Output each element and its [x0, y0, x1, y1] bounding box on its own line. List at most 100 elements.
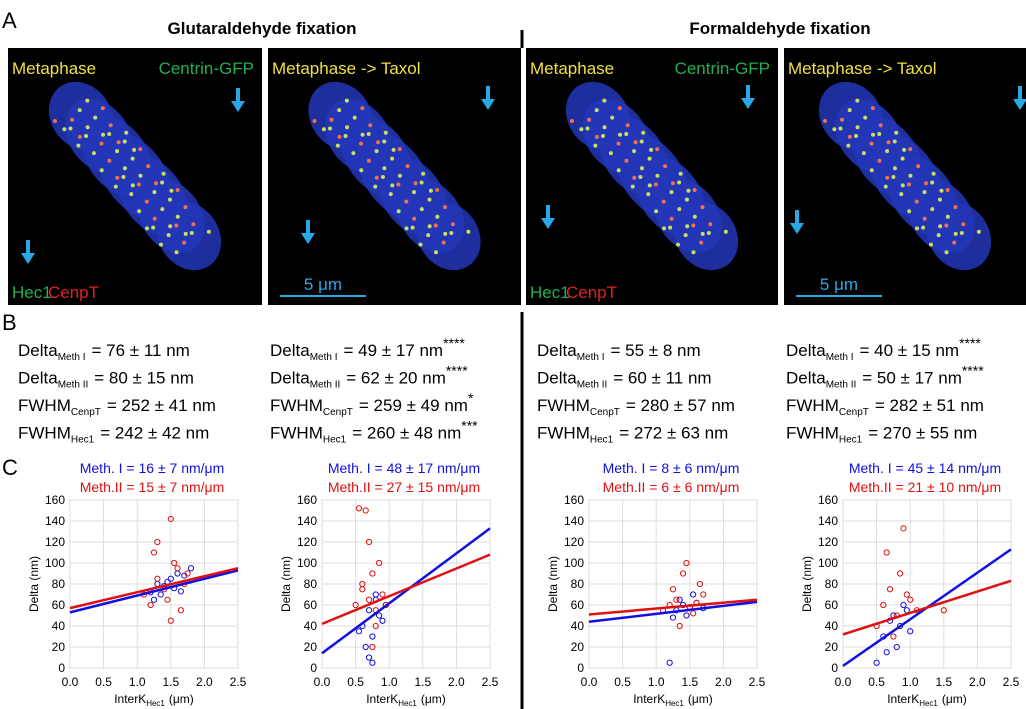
kinetochore-dot: [886, 140, 891, 145]
x-tick-label: 1.0: [648, 675, 665, 689]
stat-line: DeltaMeth II = 60 ± 11 nm: [537, 369, 712, 391]
kinetochore-dot: [368, 123, 373, 128]
kinetochore-dot: [450, 222, 455, 227]
micrograph: [784, 48, 1026, 305]
point: [907, 596, 914, 603]
y-tick-label: 100: [564, 556, 584, 570]
kinetochore-dot: [668, 225, 673, 230]
kinetochore-dot: [654, 209, 659, 214]
kinetochore-dot: [877, 132, 882, 137]
kinetochore-dot: [404, 226, 409, 231]
arrow-head: [481, 99, 495, 110]
stat-subscript: Meth II: [58, 380, 89, 391]
stat-subscript: CenpT: [590, 407, 620, 418]
series-label: Meth.II = 15 ± 7 nm/μm: [80, 479, 225, 495]
kinetochore-dot: [107, 132, 112, 137]
fit-line: [588, 598, 758, 616]
x-tick-label: 1.5: [414, 675, 431, 689]
stat-subscript: CenpT: [323, 407, 353, 418]
image-label: Centrin-GFP: [159, 59, 254, 78]
y-tick-label: 0: [831, 661, 838, 675]
point: [666, 659, 673, 666]
stat-subscript: Hec1: [590, 435, 614, 446]
y-tick-label: 0: [577, 661, 584, 675]
column-heading: Glutaraldehyde fixation: [168, 19, 357, 38]
point: [355, 628, 363, 635]
image-label: CenpT: [48, 283, 99, 302]
kinetochore-dot: [647, 156, 652, 161]
kinetochore-dot: [53, 119, 57, 123]
kinetochore-dot: [699, 240, 704, 245]
kinetochore-dot: [594, 108, 599, 113]
stat-value: = 60 ± 11 nm: [613, 369, 711, 388]
kinetochore-dot: [151, 225, 156, 230]
kinetochore-dot: [976, 229, 981, 234]
kinetochore-dot: [391, 147, 396, 152]
kinetochore-dot: [435, 188, 440, 193]
kinetochore-dot: [412, 216, 417, 221]
stat-value: = 76 ± 11 nm: [91, 341, 189, 360]
kinetochore-dot: [174, 223, 179, 228]
fit-line: [321, 553, 491, 626]
y-tick-label: 20: [304, 640, 318, 654]
y-tick-label: 100: [297, 556, 317, 570]
kinetochore-dot: [632, 149, 637, 154]
stat-line: FWHMCenpT = 282 ± 51 nm: [786, 396, 984, 418]
kinetochore-dot: [136, 182, 141, 187]
kinetochore-dot: [99, 168, 104, 173]
kinetochore-dot: [855, 125, 860, 130]
kinetochore-dot: [405, 164, 410, 169]
x-tick-label: 2.0: [196, 675, 213, 689]
kinetochore-dot: [915, 226, 919, 231]
kinetochore-dot: [952, 240, 957, 245]
arrow-head: [21, 253, 35, 264]
x-axis-label: InterKHec1 (μm): [114, 692, 194, 708]
kinetochore-dot: [93, 115, 98, 120]
y-tick-label: 40: [571, 619, 585, 633]
stat-subscript: Meth II: [826, 380, 857, 391]
point: [167, 515, 174, 523]
x-axis-label-unit: (μm): [942, 692, 967, 706]
kinetochore-dot: [345, 125, 350, 130]
point: [376, 559, 383, 567]
kinetochore-dot: [380, 175, 385, 180]
kinetochore-dot: [113, 184, 118, 189]
series-label: Meth. I = 8 ± 6 nm/μm: [603, 460, 740, 476]
kinetochore-dot: [953, 205, 958, 210]
y-tick-label: 20: [825, 640, 839, 654]
kinetochore-dot: [723, 229, 728, 234]
kinetochore-dot: [908, 173, 913, 178]
stat-value: = 282 ± 51 nm: [875, 396, 984, 415]
kinetochore-dot: [169, 188, 174, 193]
kinetochore-dot: [115, 149, 120, 154]
kinetochore-dot: [608, 151, 613, 156]
y-tick-label: 60: [571, 598, 585, 612]
kinetochore-dot: [129, 192, 134, 197]
kinetochore-dot: [832, 127, 837, 132]
kinetochore-dot: [692, 214, 697, 219]
kinetochore-dot: [373, 184, 378, 189]
x-axis-label-main: InterK: [633, 692, 665, 706]
y-tick-label: 160: [818, 493, 838, 507]
arrow-head: [301, 233, 315, 244]
kinetochore-dot: [130, 183, 135, 188]
kinetochore-dot: [138, 173, 143, 178]
y-tick-label: 100: [45, 556, 65, 570]
kinetochore-dot: [360, 132, 365, 137]
kinetochore-dot: [101, 132, 106, 137]
y-tick-label: 160: [45, 493, 65, 507]
kinetochore-dot: [921, 225, 926, 230]
point: [376, 612, 383, 619]
y-axis-label: Delta (nm): [27, 556, 41, 612]
kinetochore-dot: [443, 231, 448, 236]
kinetochore-dot: [700, 205, 705, 210]
kinetochore-dot: [435, 214, 440, 219]
kinetochore-dot: [669, 190, 674, 195]
x-tick-label: 1.5: [681, 675, 698, 689]
kinetochore-dot: [337, 134, 342, 139]
stat-value: = 40 ± 15 nm: [859, 341, 959, 360]
kinetochore-dot: [633, 140, 638, 145]
point: [379, 591, 386, 598]
kinetochore-dot: [916, 164, 921, 169]
kinetochore-dot: [428, 188, 433, 193]
